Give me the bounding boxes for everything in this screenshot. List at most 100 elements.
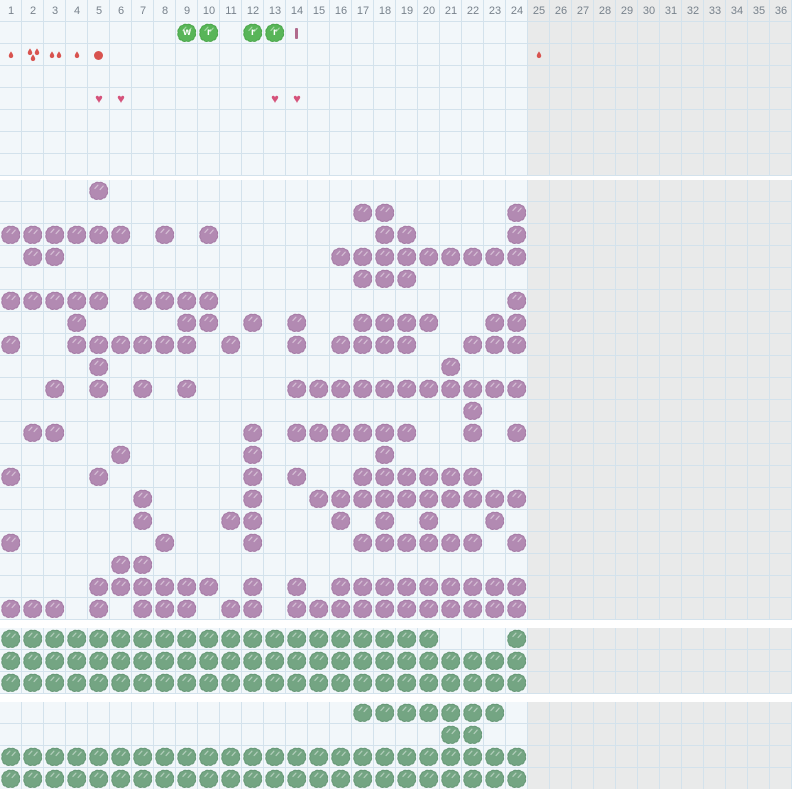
purple-crop-tile[interactable] — [243, 599, 263, 619]
purple-crop-tile[interactable] — [177, 335, 197, 355]
green-crop-tile[interactable] — [177, 629, 197, 649]
purple-crop-field[interactable] — [0, 180, 792, 620]
purple-crop-tile[interactable] — [331, 599, 351, 619]
purple-crop-tile[interactable] — [23, 423, 43, 443]
purple-crop-tile[interactable] — [243, 467, 263, 487]
purple-crop-tile[interactable] — [353, 269, 373, 289]
green-crop-tile[interactable] — [1, 769, 21, 789]
purple-crop-tile[interactable] — [243, 577, 263, 597]
green-crop-tile[interactable] — [1, 747, 21, 767]
green-crop-tile[interactable] — [221, 651, 241, 671]
green-crop-tile[interactable] — [309, 651, 329, 671]
green-crop-tile[interactable] — [45, 769, 65, 789]
purple-crop-tile[interactable] — [331, 577, 351, 597]
purple-crop-tile[interactable] — [507, 225, 527, 245]
purple-crop-tile[interactable] — [353, 423, 373, 443]
green-crop-tile[interactable] — [67, 651, 87, 671]
water-drop-cell[interactable] — [528, 44, 550, 66]
green-crop-tile[interactable] — [199, 769, 219, 789]
green-crop-tile[interactable] — [45, 629, 65, 649]
green-crop-tile[interactable] — [133, 629, 153, 649]
green-crop-field-upper[interactable] — [0, 628, 792, 694]
green-crop-tile[interactable] — [177, 769, 197, 789]
purple-crop-tile[interactable] — [463, 379, 483, 399]
green-crop-tile[interactable] — [309, 747, 329, 767]
green-crop-tile[interactable] — [485, 651, 505, 671]
green-crop-tile[interactable] — [331, 769, 351, 789]
purple-crop-tile[interactable] — [419, 379, 439, 399]
purple-crop-tile[interactable] — [199, 291, 219, 311]
purple-crop-tile[interactable] — [485, 335, 505, 355]
green-crop-tile[interactable] — [485, 673, 505, 693]
green-crop-tile[interactable] — [353, 769, 373, 789]
green-crop-tile[interactable] — [133, 769, 153, 789]
green-crop-tile[interactable] — [155, 747, 175, 767]
header-section[interactable]: 1 2 3 4 5 6 7 8 9 10 11 12 13 14 15 16 17 18 19 20 21 22 23 24 2… — [0, 0, 792, 176]
purple-crop-tile[interactable] — [353, 335, 373, 355]
purple-crop-tile[interactable] — [419, 313, 439, 333]
purple-crop-tile[interactable] — [45, 379, 65, 399]
purple-crop-tile[interactable] — [243, 445, 263, 465]
purple-crop-tile[interactable] — [309, 599, 329, 619]
purple-crop-tile[interactable] — [221, 335, 241, 355]
green-crop-tile[interactable] — [463, 725, 483, 745]
purple-crop-tile[interactable] — [287, 379, 307, 399]
green-crop-tile[interactable] — [111, 747, 131, 767]
purple-crop-tile[interactable] — [353, 313, 373, 333]
green-crop-tile[interactable] — [265, 673, 285, 693]
purple-crop-tile[interactable] — [1, 467, 21, 487]
purple-crop-tile[interactable] — [375, 599, 395, 619]
purple-crop-tile[interactable] — [199, 577, 219, 597]
purple-crop-tile[interactable] — [507, 423, 527, 443]
purple-crop-tile[interactable] — [485, 247, 505, 267]
green-crop-tile[interactable] — [419, 769, 439, 789]
purple-crop-tile[interactable] — [375, 203, 395, 223]
purple-crop-tile[interactable] — [419, 489, 439, 509]
green-crop-tile[interactable] — [133, 747, 153, 767]
heart-icon[interactable]: ♥ — [117, 91, 125, 106]
green-crop-tile[interactable] — [265, 629, 285, 649]
green-crop-tile[interactable] — [155, 629, 175, 649]
green-crop-tile[interactable] — [463, 673, 483, 693]
green-crop-tile[interactable] — [23, 629, 43, 649]
purple-crop-tile[interactable] — [375, 467, 395, 487]
purple-crop-tile[interactable] — [419, 467, 439, 487]
purple-crop-tile[interactable] — [89, 357, 109, 377]
purple-crop-tile[interactable] — [375, 313, 395, 333]
purple-crop-tile[interactable] — [375, 577, 395, 597]
green-crop-tile[interactable] — [397, 673, 417, 693]
green-crop-tile[interactable] — [331, 747, 351, 767]
purple-crop-tile[interactable] — [23, 225, 43, 245]
green-crop-tile[interactable] — [397, 747, 417, 767]
purple-crop-tile[interactable] — [133, 335, 153, 355]
purple-crop-tile[interactable] — [463, 533, 483, 553]
purple-crop-tile[interactable] — [485, 489, 505, 509]
green-crop-tile[interactable] — [507, 629, 527, 649]
green-crop-tile[interactable] — [155, 769, 175, 789]
purple-crop-tile[interactable] — [111, 577, 131, 597]
purple-crop-tile[interactable] — [89, 467, 109, 487]
letter-tile-r[interactable]: r — [242, 22, 264, 44]
green-crop-tile[interactable] — [243, 769, 263, 789]
green-crop-tile[interactable] — [375, 703, 395, 723]
purple-crop-tile[interactable] — [419, 577, 439, 597]
green-crop-tile[interactable] — [419, 703, 439, 723]
green-crop-tile[interactable] — [331, 673, 351, 693]
purple-crop-tile[interactable] — [397, 313, 417, 333]
purple-crop-tile[interactable] — [67, 313, 87, 333]
green-crop-tile[interactable] — [441, 725, 461, 745]
purple-crop-tile[interactable] — [485, 511, 505, 531]
purple-crop-tile[interactable] — [177, 379, 197, 399]
purple-crop-tile[interactable] — [507, 291, 527, 311]
letter-tile-r[interactable]: r — [198, 22, 220, 44]
green-crop-tile[interactable] — [111, 673, 131, 693]
green-crop-tile[interactable] — [397, 651, 417, 671]
green-crop-tile[interactable] — [375, 747, 395, 767]
purple-crop-tile[interactable] — [243, 511, 263, 531]
heart-icon[interactable]: ♥ — [95, 91, 103, 106]
green-crop-tile[interactable] — [419, 747, 439, 767]
green-crop-tile[interactable] — [353, 703, 373, 723]
green-crop-tile[interactable] — [375, 651, 395, 671]
purple-crop-tile[interactable] — [133, 599, 153, 619]
purple-crop-tile[interactable] — [397, 379, 417, 399]
